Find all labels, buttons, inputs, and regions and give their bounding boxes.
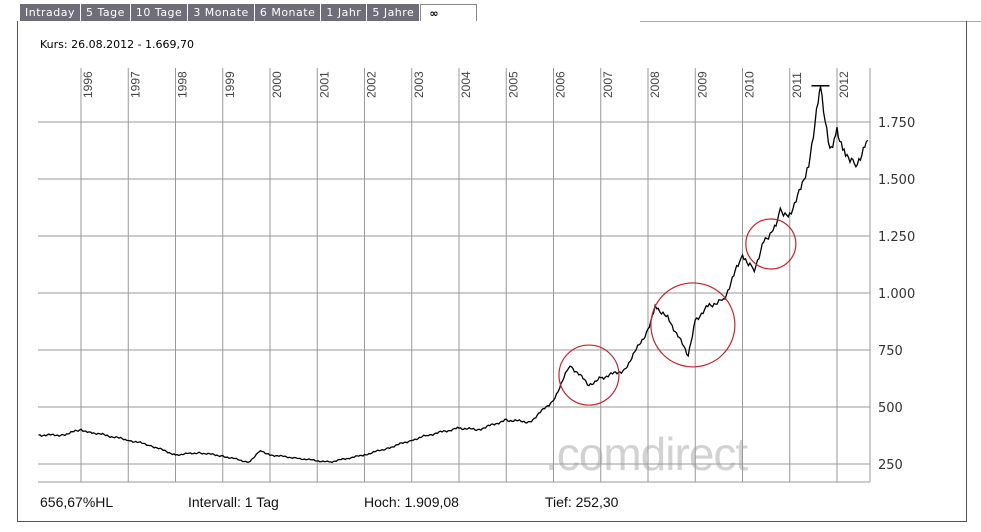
tab-1[interactable]: 5 Tage <box>81 4 131 21</box>
x-tick-label: 2011 <box>790 72 804 98</box>
x-tick-label: 2006 <box>554 71 568 98</box>
tab-6[interactable]: 5 Jahre <box>367 4 421 21</box>
x-tick-label: 1998 <box>176 71 190 98</box>
tab-divider <box>640 21 981 22</box>
low-value: Tief: 252,30 <box>545 494 619 510</box>
y-tick-label: 1.250 <box>878 230 915 245</box>
change-percent: 656,67%HL <box>40 494 114 510</box>
x-tick-label: 2007 <box>601 71 615 98</box>
y-tick-label: 500 <box>878 401 903 416</box>
y-tick-label: 1.000 <box>878 287 915 302</box>
y-tick-label: 1.500 <box>878 173 915 188</box>
tab-2[interactable]: 10 Tage <box>130 4 189 21</box>
x-tick-label: 1997 <box>128 71 142 98</box>
interval-label: Intervall: 1 Tag <box>188 494 279 510</box>
x-tick-label: 2004 <box>459 71 473 98</box>
watermark-logo: .comdirect <box>545 428 748 480</box>
y-tick-label: 250 <box>878 458 903 473</box>
x-tick-label: 2012 <box>837 71 851 98</box>
x-tick-label: 1999 <box>223 71 237 98</box>
y-tick-label: 1.750 <box>878 116 915 131</box>
annotation-circle <box>650 282 736 368</box>
x-tick-label: 2010 <box>743 71 757 98</box>
tab-5[interactable]: 1 Jahr <box>321 4 368 21</box>
high-value: Hoch: 1.909,08 <box>364 494 459 510</box>
y-tick-label: 750 <box>878 344 903 359</box>
tab-4[interactable]: 6 Monate <box>254 4 322 21</box>
x-tick-label: 2003 <box>412 71 426 98</box>
tab-7[interactable]: ∞ <box>420 4 478 21</box>
tab-0[interactable]: Intraday <box>20 4 82 21</box>
chart-frame <box>17 21 967 522</box>
timeframe-tabs: Intraday 5 Tage 10 Tage 3 Monate 6 Monate 1 J… <box>20 4 478 21</box>
x-tick-label: 2009 <box>695 71 709 98</box>
annotation-circle <box>558 344 620 406</box>
x-tick-label: 2005 <box>506 71 520 98</box>
annotation-circle <box>745 218 797 270</box>
x-tick-label: 2000 <box>270 71 284 98</box>
price-header: Kurs: 26.08.2012 - 1.669,70 <box>40 38 195 51</box>
tab-3[interactable]: 3 Monate <box>188 4 255 21</box>
x-tick-label: 1996 <box>81 71 95 98</box>
price-line <box>38 86 869 464</box>
x-tick-label: 2001 <box>317 71 331 98</box>
x-tick-label: 2008 <box>648 71 662 98</box>
x-tick-label: 2002 <box>365 71 379 98</box>
